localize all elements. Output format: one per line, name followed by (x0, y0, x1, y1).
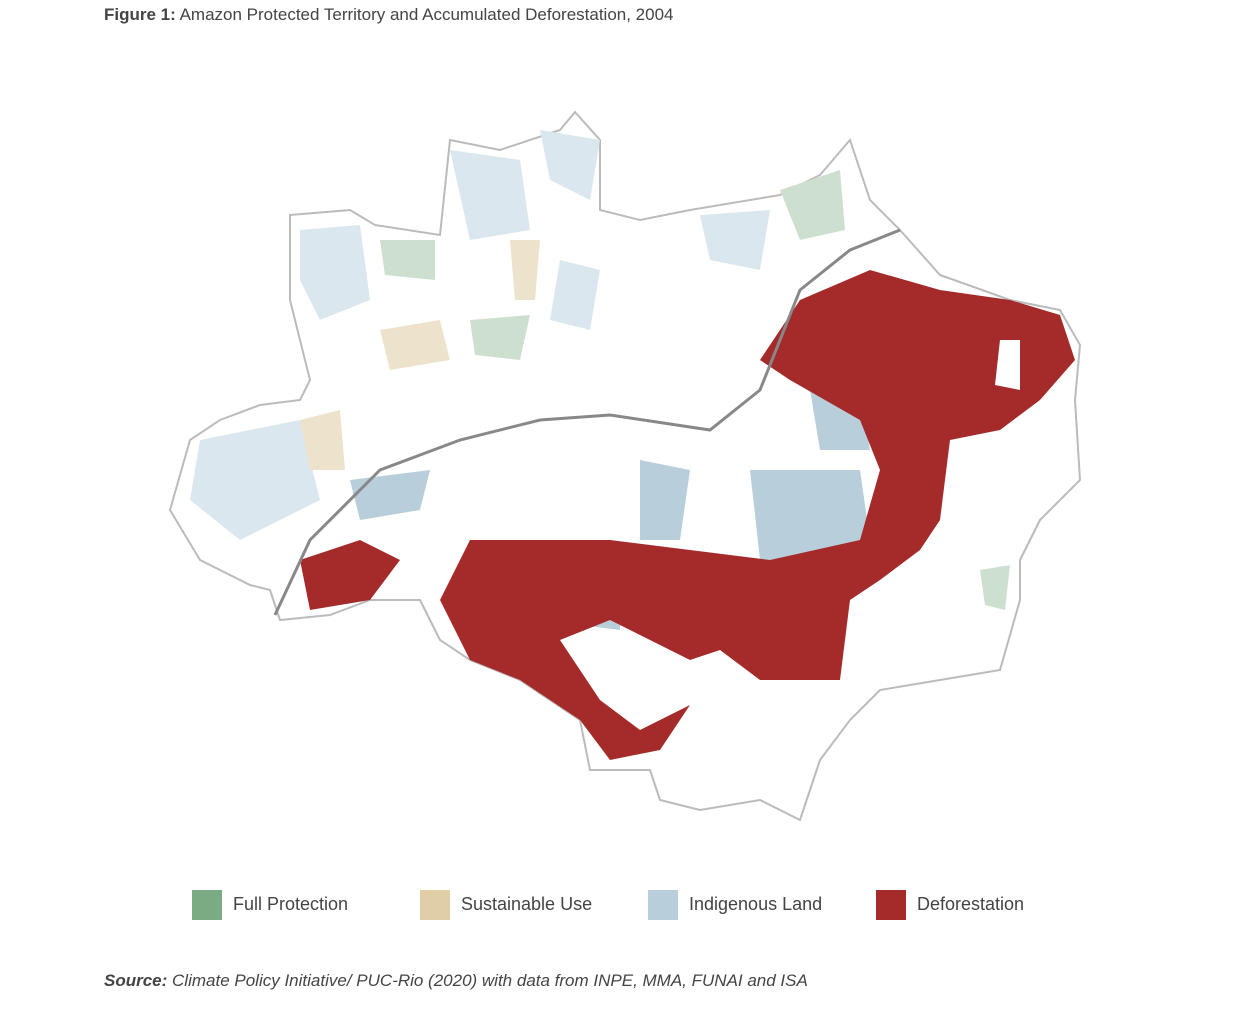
full-protection-areas (380, 170, 1010, 610)
legend-label: Indigenous Land (689, 894, 822, 914)
source: Source: Climate Policy Initiative/ PUC-R… (104, 971, 808, 990)
figure-title: Figure 1: Amazon Protected Territory and… (104, 5, 674, 24)
source-label: Source: (104, 971, 167, 990)
legend-label: Full Protection (233, 894, 348, 914)
indigenous-land-areas (190, 130, 770, 540)
legend-swatch (420, 890, 450, 920)
source-text: Climate Policy Initiative/ PUC-Rio (2020… (172, 971, 808, 990)
arc-boundary (273, 228, 901, 616)
blobs-white (995, 340, 1020, 390)
legend-swatch (876, 890, 906, 920)
figure-label: Figure 1: (104, 5, 176, 24)
deforestation-areas (300, 270, 1075, 760)
figure-title-text: Amazon Protected Territory and Accumulat… (180, 5, 674, 24)
map (168, 110, 1082, 822)
legend: Full Protection Sustainable Use Indigenous… (192, 890, 1024, 920)
legend-label: Sustainable Use (461, 894, 592, 914)
sustainable-use-areas (300, 240, 540, 470)
legend-label: Deforestation (917, 894, 1024, 914)
legend-swatch (192, 890, 222, 920)
legend-swatch (648, 890, 678, 920)
